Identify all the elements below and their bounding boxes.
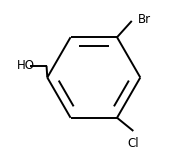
Text: Br: Br <box>138 13 151 26</box>
Text: Cl: Cl <box>128 137 139 150</box>
Text: HO: HO <box>17 59 35 72</box>
